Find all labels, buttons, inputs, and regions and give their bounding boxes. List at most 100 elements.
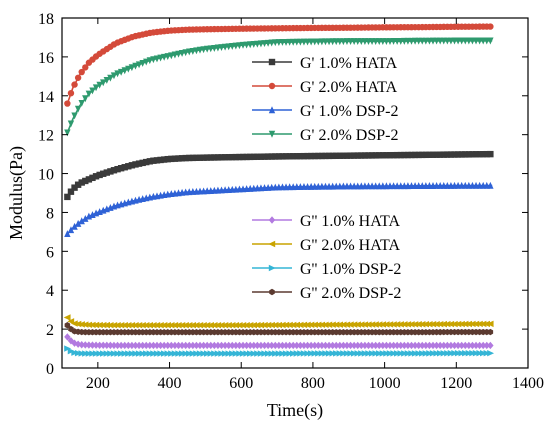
data-point	[365, 350, 373, 357]
data-point	[487, 23, 494, 30]
x-tick-label: 1000	[369, 375, 401, 392]
data-point	[67, 89, 75, 97]
data-point	[71, 112, 78, 120]
data-point	[200, 154, 207, 161]
data-point	[383, 341, 390, 350]
data-point	[282, 350, 290, 357]
data-point	[271, 321, 279, 329]
data-point	[110, 322, 118, 329]
data-point	[354, 341, 361, 350]
data-point	[168, 350, 176, 357]
data-point	[307, 321, 315, 329]
data-point	[440, 341, 447, 350]
data-point	[178, 155, 186, 162]
data-point	[386, 152, 394, 159]
data-point	[325, 321, 333, 328]
data-point	[125, 65, 132, 73]
data-point	[264, 350, 272, 357]
data-point	[465, 151, 473, 158]
data-point	[96, 341, 103, 349]
data-point	[74, 219, 82, 227]
data-point	[135, 160, 143, 167]
data-point	[260, 321, 268, 329]
data-point	[343, 341, 351, 350]
data-point	[182, 350, 190, 357]
data-point	[246, 350, 254, 357]
data-point	[89, 174, 96, 182]
data-point	[81, 321, 89, 328]
data-point	[221, 350, 229, 357]
data-point	[307, 152, 315, 160]
series-6	[64, 345, 495, 357]
legend-label: G' 1.0% DSP-2	[300, 103, 398, 120]
data-point	[275, 321, 283, 329]
plot-frame	[61, 17, 529, 369]
x-tick-label: 1400	[512, 375, 544, 392]
data-point	[472, 341, 480, 350]
data-point	[92, 173, 100, 180]
data-point	[318, 350, 326, 357]
data-point	[297, 350, 305, 357]
data-point	[203, 154, 211, 161]
data-point	[390, 350, 398, 357]
data-point	[347, 350, 355, 357]
data-point	[339, 321, 347, 328]
data-point	[99, 321, 107, 329]
data-point	[379, 152, 387, 159]
data-point	[114, 350, 122, 357]
data-point	[469, 350, 477, 357]
data-point	[74, 105, 82, 113]
data-point	[487, 328, 494, 336]
data-point	[444, 151, 451, 158]
series-3	[64, 37, 494, 137]
data-point	[318, 321, 326, 328]
data-point	[393, 350, 401, 357]
data-point	[414, 321, 422, 328]
data-point	[225, 341, 232, 350]
data-point	[250, 350, 258, 357]
data-point	[264, 341, 272, 350]
data-point	[253, 321, 261, 329]
data-point	[186, 341, 193, 350]
data-point	[408, 341, 415, 350]
data-point	[117, 322, 125, 329]
data-point	[132, 341, 139, 350]
data-point	[451, 341, 458, 350]
data-point	[479, 341, 487, 350]
data-point	[146, 57, 154, 65]
data-point	[440, 350, 448, 357]
data-point	[401, 151, 408, 159]
data-point	[318, 152, 326, 160]
data-point	[487, 341, 494, 350]
data-point	[433, 151, 440, 158]
data-point	[199, 322, 207, 329]
legend-item: G'' 2.0% DSP-2	[252, 285, 401, 302]
data-point	[376, 341, 383, 350]
data-point	[426, 151, 433, 158]
data-point	[282, 341, 290, 350]
data-point	[411, 321, 419, 328]
data-point	[103, 77, 111, 84]
data-point	[74, 349, 82, 357]
data-point	[358, 152, 365, 159]
data-point	[221, 341, 229, 350]
data-point	[110, 167, 118, 174]
data-point	[472, 151, 480, 158]
data-point	[254, 341, 261, 350]
data-point	[286, 153, 293, 160]
legend-swatch-marker	[268, 240, 276, 248]
data-point	[182, 154, 189, 162]
data-point	[296, 321, 304, 329]
data-point	[132, 350, 140, 357]
data-point	[70, 320, 78, 327]
data-point	[307, 350, 315, 357]
series-2	[64, 181, 494, 238]
data-point	[340, 350, 348, 357]
data-point	[78, 179, 85, 186]
data-point	[229, 153, 236, 161]
data-point	[196, 322, 204, 329]
series-line	[66, 153, 493, 198]
data-point	[82, 350, 89, 357]
data-point	[419, 350, 426, 357]
